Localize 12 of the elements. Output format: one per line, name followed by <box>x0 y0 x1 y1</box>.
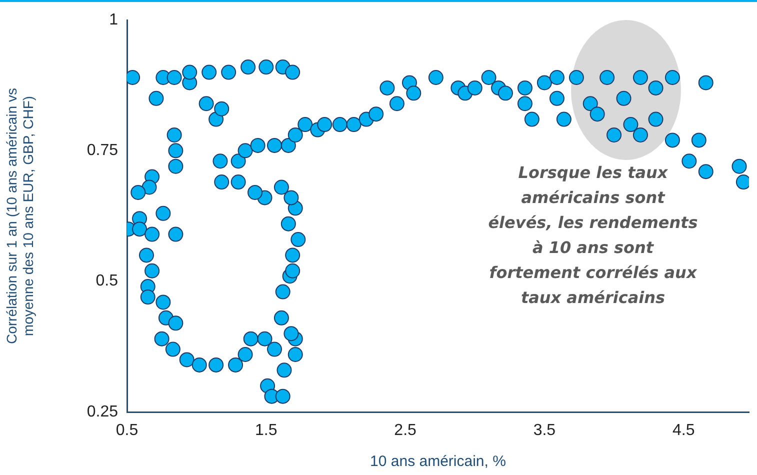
y-axis-title: Corrélation sur 1 an (10 ans américain vs moyenne des 10 ans EUR, GBP, CHF) <box>3 88 36 344</box>
y-tick-label: 0.75 <box>86 142 118 160</box>
x-tick-label: 4.5 <box>672 422 695 440</box>
y-tick-label: 0.25 <box>86 403 118 420</box>
annotation: Lorsque les taux américains sont élevés, les rendements à 10 ans sont fortement corrélés aux taux américains <box>488 162 698 309</box>
y-tick-label: 0.5 <box>96 272 118 290</box>
x-tick-label: 3.5 <box>533 422 556 440</box>
x-tick-label: 0.5 <box>116 422 138 440</box>
y-tick-label: 1 <box>109 11 118 28</box>
x-axis-title: 10 ans américain, % <box>370 453 506 470</box>
x-tick-label: 1.5 <box>255 422 278 440</box>
x-tick-label: 2.5 <box>394 422 417 440</box>
